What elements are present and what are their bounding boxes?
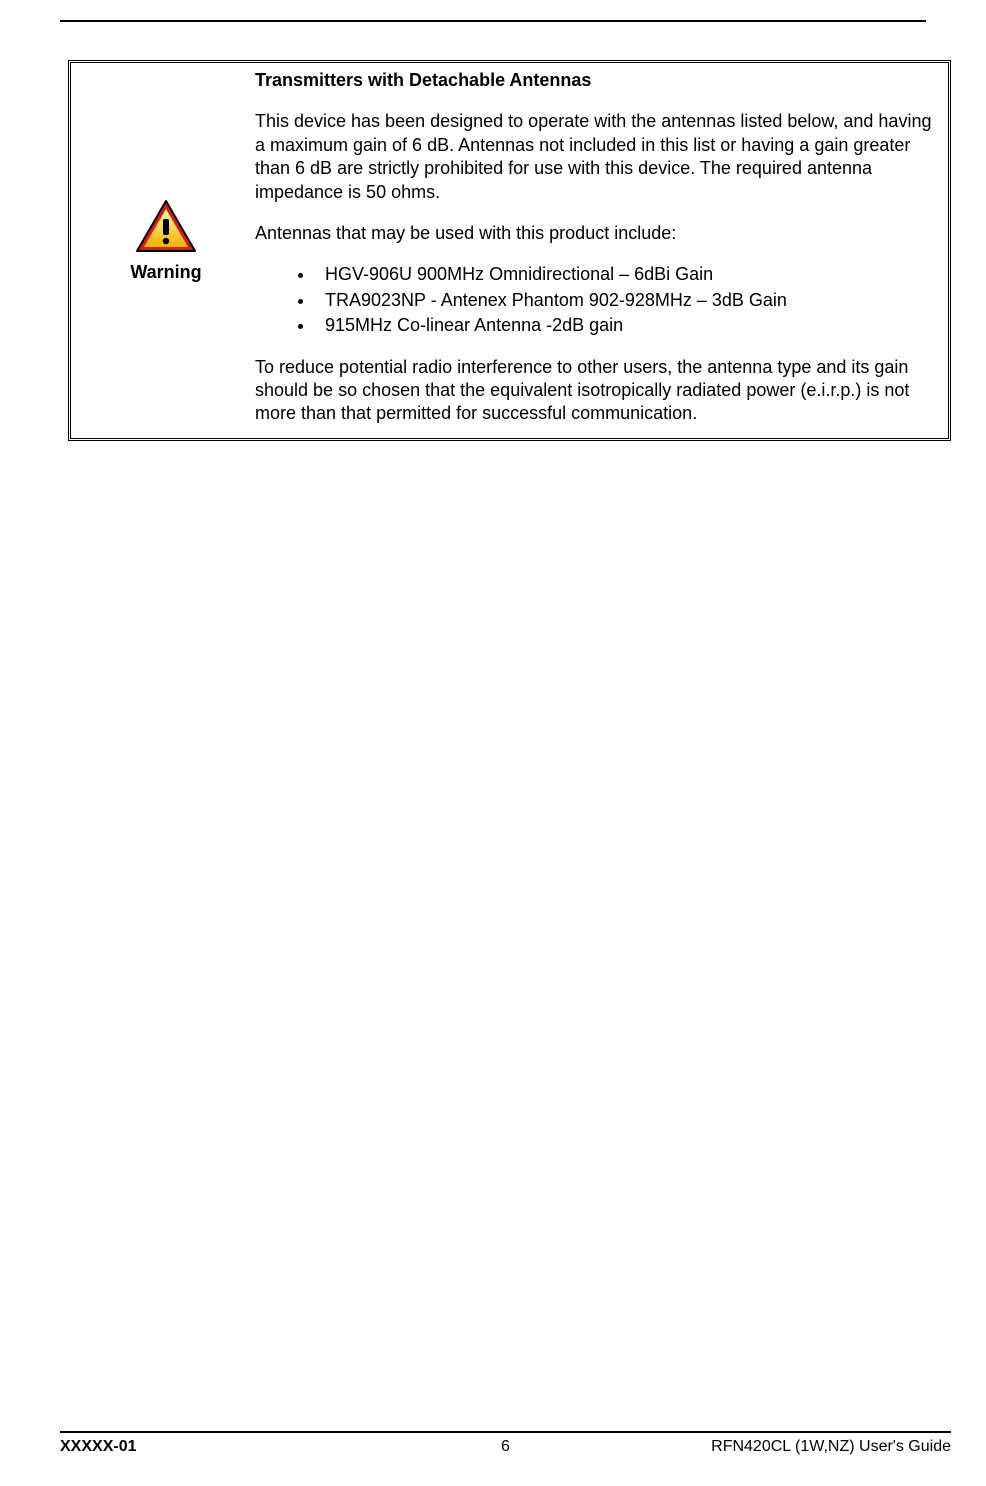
footer-row: XXXXX-01 6 RFN420CL (1W,NZ) User's Guide xyxy=(60,1437,951,1458)
warning-triangle-icon xyxy=(135,199,197,255)
list-item: HGV-906U 900MHz Omnidirectional – 6dBi G… xyxy=(315,263,938,286)
antenna-list: HGV-906U 900MHz Omnidirectional – 6dBi G… xyxy=(255,263,938,337)
warning-body: Transmitters with Detachable Antennas Th… xyxy=(251,69,938,428)
warning-label: Warning xyxy=(130,261,201,284)
page-content: Warning Transmitters with Detachable Ant… xyxy=(68,60,951,441)
warning-box: Warning Transmitters with Detachable Ant… xyxy=(68,60,951,441)
warning-para-1: This device has been designed to operate… xyxy=(255,110,938,204)
warning-title: Transmitters with Detachable Antennas xyxy=(255,69,938,92)
warning-para-2: Antennas that may be used with this prod… xyxy=(255,222,938,245)
footer-rule xyxy=(60,1431,951,1433)
list-item: TRA9023NP - Antenex Phantom 902-928MHz –… xyxy=(315,289,938,312)
list-item: 915MHz Co-linear Antenna -2dB gain xyxy=(315,314,938,337)
warning-left-column: Warning xyxy=(81,69,251,428)
page-footer: XXXXX-01 6 RFN420CL (1W,NZ) User's Guide xyxy=(60,1431,951,1458)
footer-doc-title: RFN420CL (1W,NZ) User's Guide xyxy=(711,1437,951,1458)
header-rule xyxy=(60,20,926,22)
footer-doc-id: XXXXX-01 xyxy=(60,1437,136,1458)
warning-para-3: To reduce potential radio interference t… xyxy=(255,356,938,426)
